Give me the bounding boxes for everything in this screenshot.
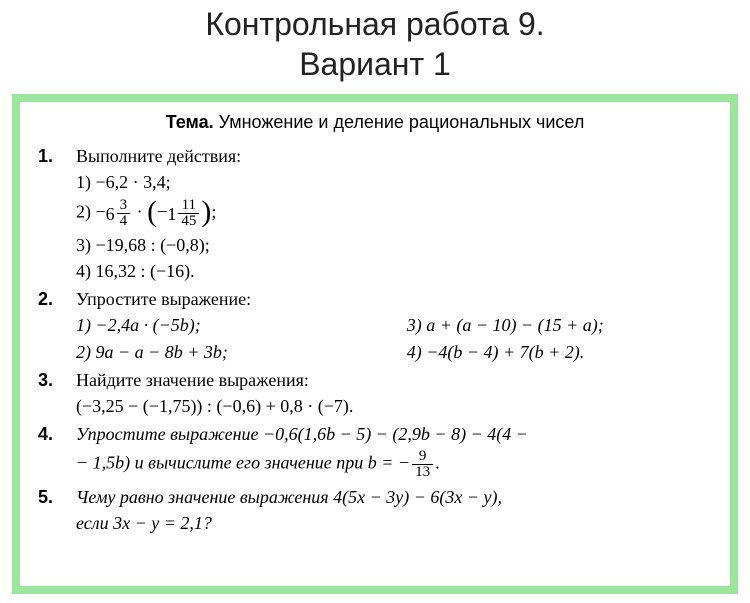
p4-frac-den: 13 xyxy=(412,465,433,480)
p4-frac-num: 9 xyxy=(412,449,433,465)
i2-neg: − xyxy=(96,202,106,222)
problem-1-item-2: 2) −634 · (−11145); xyxy=(76,195,712,232)
p4-text-b: − 1,5b) и вычислите его значение при xyxy=(76,453,368,473)
i2-frac2-num: 11 xyxy=(178,198,199,214)
topic-label: Тема. xyxy=(166,112,214,132)
i2-frac1-num: 3 xyxy=(117,198,131,214)
problem-4: 4. Упростите выражение −0,6(1,6b − 5) − … xyxy=(38,421,712,482)
problem-1-item-1: 1) −6,2 · 3,4; xyxy=(76,169,712,195)
i2-frac2: 1145 xyxy=(178,198,199,229)
p5-text-b: если 3x − y = 2,1? xyxy=(76,513,212,533)
i2-frac1-den: 4 xyxy=(117,214,131,229)
problem-2-prompt: Упростите выражение: xyxy=(76,286,712,312)
problem-2: 2. Упростите выражение: 1) −2,4a · (−5b)… xyxy=(38,286,712,364)
i2-dot: · xyxy=(132,202,147,222)
i2-neg2: − xyxy=(157,202,167,222)
content-frame: Тема. Умножение и деление рациональных ч… xyxy=(12,94,738,594)
problem-1-item-3: 3) −19,68 : (−0,8); xyxy=(76,232,712,258)
p2-2a: 2) 9a − a − 8b + 3b; xyxy=(76,342,228,362)
p4-frac: 913 xyxy=(412,449,433,480)
p2-2b: 4) −4(b − 4) + 7(b + 2). xyxy=(407,342,585,362)
i2-int2: 1 xyxy=(167,201,176,227)
p2-1b: 3) a + (a − 10) − (15 + a); xyxy=(407,315,604,335)
problem-body: Найдите значение выражения: (−3,25 − (−1… xyxy=(76,367,712,419)
i2-end: ; xyxy=(211,202,216,222)
problem-3-expr: (−3,25 − (−1,75)) : (−0,6) + 0,8 · (−7). xyxy=(76,393,712,419)
problem-number: 2. xyxy=(38,286,76,364)
page-title: Контрольная работа 9. Вариант 1 xyxy=(0,0,750,94)
topic-line: Тема. Умножение и деление рациональных ч… xyxy=(38,112,712,133)
problem-body: Упростите выражение −0,6(1,6b − 5) − (2,… xyxy=(76,421,712,482)
problem-number: 3. xyxy=(38,367,76,419)
problem-number: 4. xyxy=(38,421,76,482)
topic-text: Умножение и деление рациональных чисел xyxy=(214,112,585,132)
problem-1: 1. Выполните действия: 1) −6,2 · 3,4; 2)… xyxy=(38,143,712,284)
i2-frac1: 34 xyxy=(117,198,131,229)
problem-body: Чему равно значение выражения 4(5x − 3y)… xyxy=(76,484,712,536)
problem-5: 5. Чему равно значение выражения 4(5x − … xyxy=(38,484,712,536)
problems-list: 1. Выполните действия: 1) −6,2 · 3,4; 2)… xyxy=(38,143,712,536)
p2-1a: 1) −2,4a · (−5b); xyxy=(76,315,201,335)
problem-1-item-4: 4) 16,32 : (−16). xyxy=(76,258,712,284)
problem-2-row-1: 1) −2,4a · (−5b); 3) a + (a − 10) − (15 … xyxy=(76,312,712,338)
title-line-1: Контрольная работа 9. xyxy=(205,6,544,42)
problem-body: Упростите выражение: 1) −2,4a · (−5b); 3… xyxy=(76,286,712,364)
i2-int1: 6 xyxy=(106,201,115,227)
i2-frac2-den: 45 xyxy=(178,214,199,229)
problem-3: 3. Найдите значение выражения: (−3,25 − … xyxy=(38,367,712,419)
title-line-2: Вариант 1 xyxy=(299,46,451,82)
p5-text-a: Чему равно значение выражения 4(5x − 3y)… xyxy=(76,487,502,507)
problem-number: 1. xyxy=(38,143,76,284)
p4-end: . xyxy=(435,453,440,473)
p4-bvar: b = − xyxy=(368,453,410,473)
problem-2-row-2: 2) 9a − a − 8b + 3b; 4) −4(b − 4) + 7(b … xyxy=(76,339,712,365)
problem-body: Выполните действия: 1) −6,2 · 3,4; 2) −6… xyxy=(76,143,712,284)
problem-1-prompt: Выполните действия: xyxy=(76,143,712,169)
i2-pre: 2) xyxy=(76,202,96,222)
p4-text-a: Упростите выражение −0,6(1,6b − 5) − (2,… xyxy=(76,424,528,444)
problem-number: 5. xyxy=(38,484,76,536)
problem-3-prompt: Найдите значение выражения: xyxy=(76,367,712,393)
